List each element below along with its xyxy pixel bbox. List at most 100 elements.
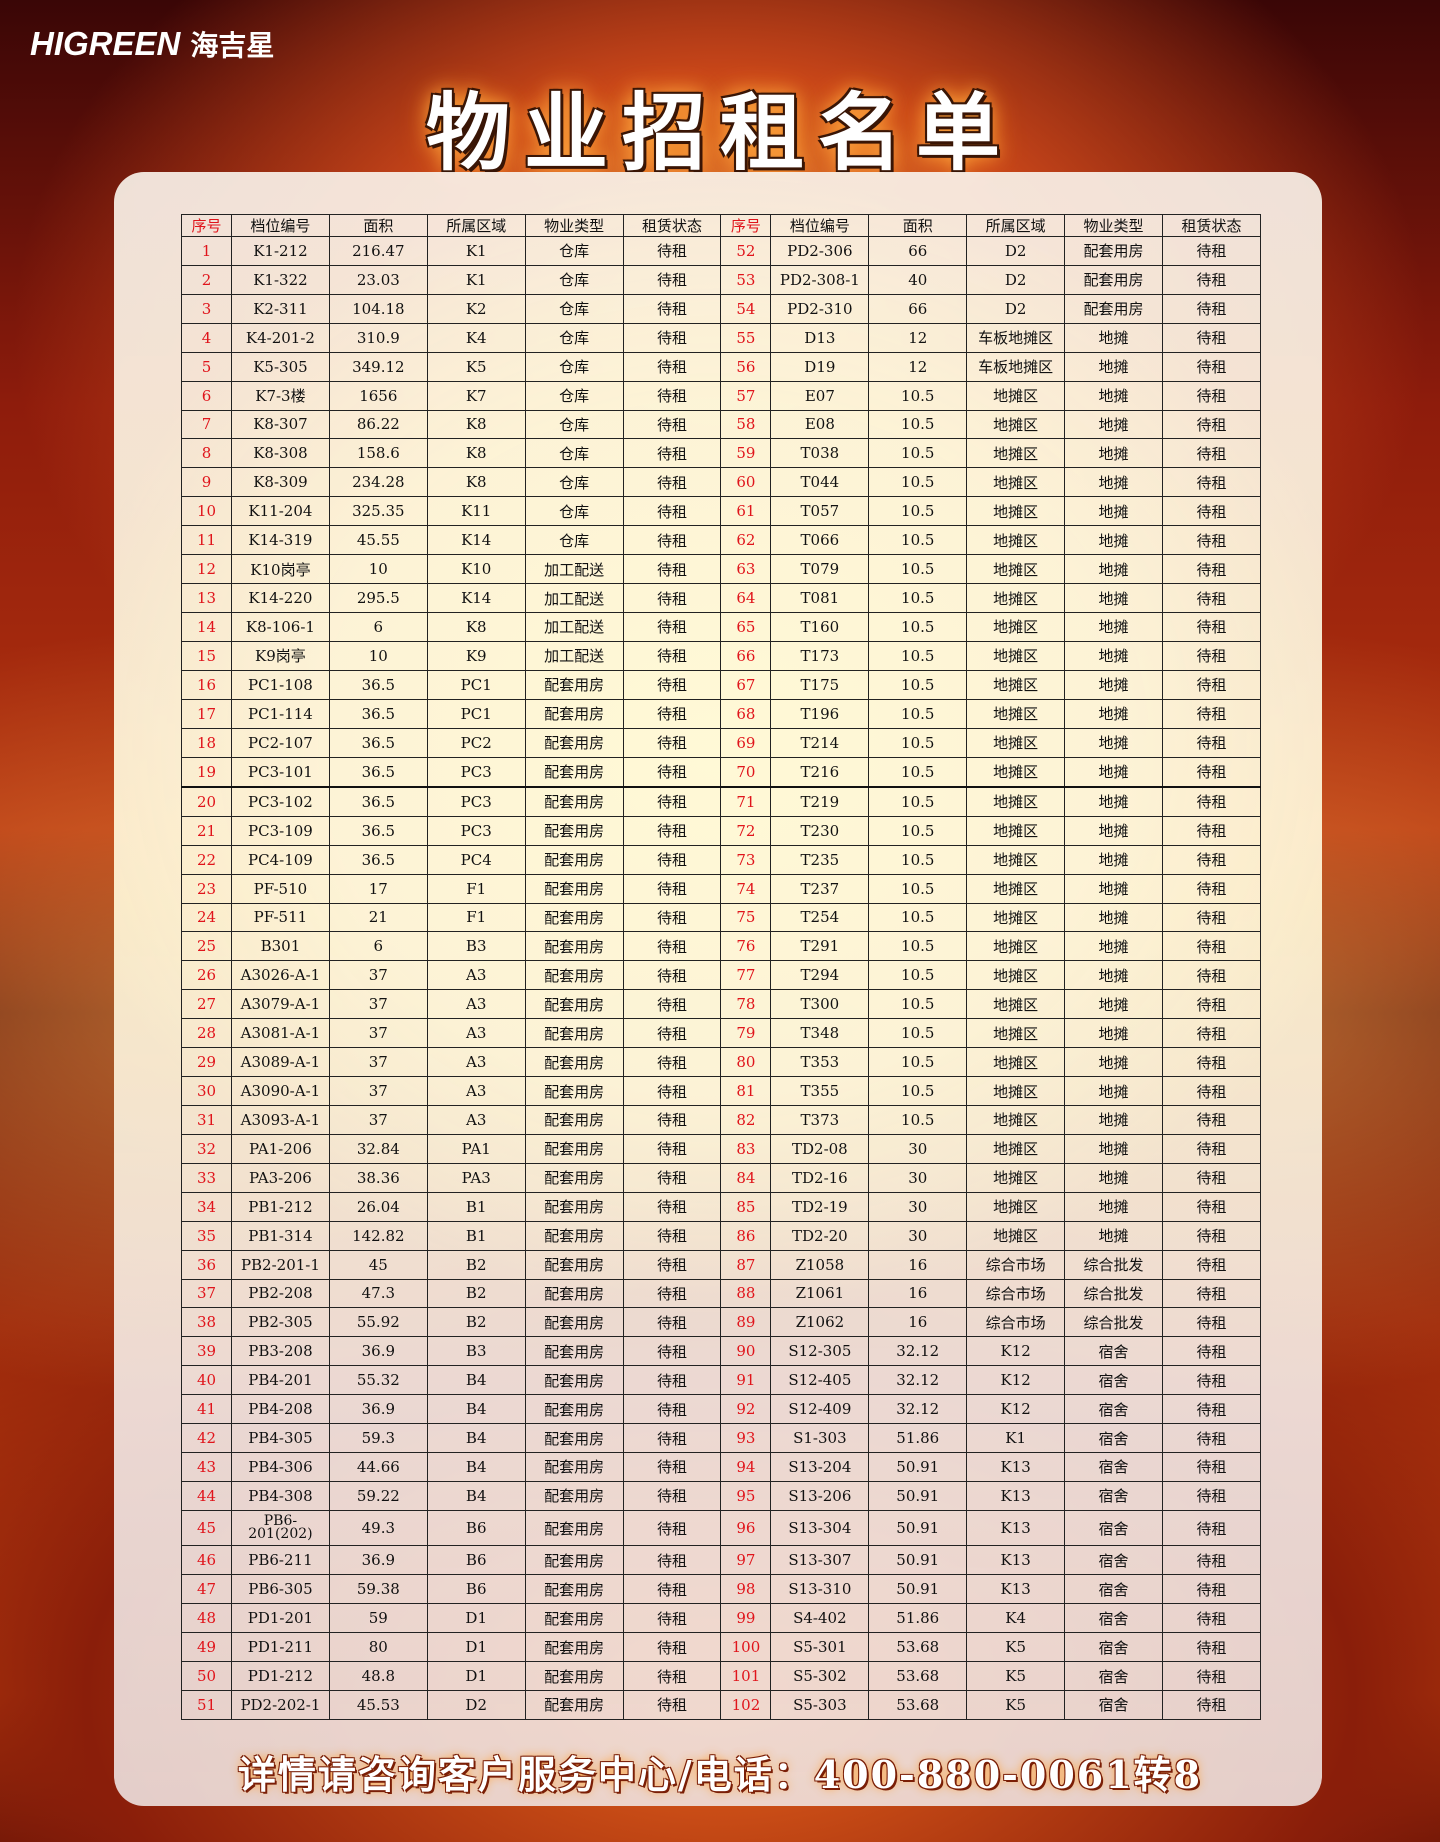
cell-lease-status: 待租 <box>1161 1452 1262 1482</box>
cell-area: 10.5 <box>868 727 968 758</box>
cell-stall-code: PB6-305 <box>230 1574 330 1605</box>
cell-stall-code: T044 <box>770 467 870 498</box>
cell-property-type: 配套用房 <box>524 1278 624 1309</box>
cell-property-type: 地摊 <box>1064 322 1163 353</box>
table-row: 27 A3079-A-1 37 A3 配套用房 待租 78 T300 10.5 地摊区 地摊 待租 <box>181 989 1262 1020</box>
cell-area: 17 <box>328 873 428 904</box>
cell-lease-status: 待租 <box>622 583 722 613</box>
cell-area: 6 <box>328 931 428 962</box>
cell-lease-status: 待租 <box>622 409 722 440</box>
cell-stall-code: S13-304 <box>770 1509 870 1547</box>
cell-property-type: 地摊 <box>1064 1220 1163 1251</box>
cell-seq: 9 <box>181 467 232 498</box>
cell-lease-status: 待租 <box>622 611 722 642</box>
cell-seq: 57 <box>720 380 772 411</box>
cell-lease-status: 待租 <box>1161 496 1262 527</box>
brand-logo-cn: 海吉星 <box>190 29 275 62</box>
cell-property-type: 地摊 <box>1064 844 1163 875</box>
cell-property-type: 综合批发 <box>1064 1249 1163 1280</box>
cell-stall-code: T294 <box>770 960 870 991</box>
cell-area: 21 <box>328 902 428 933</box>
cell-stall-code: B301 <box>230 931 330 962</box>
cell-property-type: 配套用房 <box>524 873 624 904</box>
cell-stall-code: A3093-A-1 <box>230 1104 330 1135</box>
cell-property-type: 配套用房 <box>524 1162 624 1193</box>
cell-zone: K1 <box>426 264 526 295</box>
table-row: 46 PB6-211 36.9 B6 配套用房 待租 97 S13-307 50.91 K13 宿舍… <box>181 1545 1262 1576</box>
cell-property-type: 加工配送 <box>524 554 624 585</box>
cell-lease-status: 待租 <box>1161 583 1262 613</box>
cell-area: 37 <box>328 1018 428 1049</box>
cell-stall-code: K4-201-2 <box>230 322 330 353</box>
cell-property-type: 地摊 <box>1064 1191 1163 1222</box>
cell-area: 37 <box>328 1047 428 1078</box>
cell-area: 36.9 <box>328 1336 428 1367</box>
cell-stall-code: S1-303 <box>770 1423 870 1454</box>
cell-property-type: 宿舍 <box>1064 1689 1163 1721</box>
cell-seq: 33 <box>181 1162 232 1193</box>
cell-stall-code: A3026-A-1 <box>230 960 330 991</box>
cell-zone: 综合市场 <box>966 1249 1066 1280</box>
contact-footer: 详情请咨询客户服务中心/电话：400-880-0061转8 <box>237 1752 1203 1797</box>
cell-seq: 5 <box>181 351 232 382</box>
cell-zone: B4 <box>426 1423 526 1454</box>
cell-seq: 77 <box>720 960 772 991</box>
table-row: 32 PA1-206 32.84 PA1 配套用房 待租 83 TD2-08 30 地摊区 地摊 待租 <box>181 1133 1262 1164</box>
cell-lease-status: 待租 <box>1161 554 1262 585</box>
cell-area: 36.5 <box>328 727 428 758</box>
cell-area: 53.68 <box>868 1661 968 1691</box>
cell-seq: 43 <box>181 1452 232 1482</box>
table-row: 43 PB4-306 44.66 B4 配套用房 待租 94 S13-204 50.91 K13 宿… <box>181 1452 1262 1482</box>
page-title: 物业招租名单 <box>425 84 1014 182</box>
cell-zone: D1 <box>426 1661 526 1691</box>
cell-lease-status: 待租 <box>1161 1133 1262 1164</box>
cell-lease-status: 待租 <box>622 1307 722 1338</box>
table-row: 8 K8-308 158.6 K8 仓库 待租 59 T038 10.5 地摊区 地摊 待租 <box>181 438 1262 469</box>
cell-lease-status: 待租 <box>1161 467 1262 498</box>
cell-seq: 37 <box>181 1278 232 1309</box>
table-row: 39 PB3-208 36.9 B3 配套用房 待租 90 S12-305 32.12 K12 宿舍… <box>181 1336 1262 1367</box>
cell-stall-code: K1-322 <box>230 264 330 295</box>
cell-seq: 96 <box>720 1509 772 1547</box>
cell-property-type: 仓库 <box>524 380 624 411</box>
cell-seq: 52 <box>720 236 772 266</box>
cell-zone: B4 <box>426 1480 526 1511</box>
cell-lease-status: 待租 <box>622 1509 722 1547</box>
cell-property-type: 配套用房 <box>524 1480 624 1511</box>
cell-seq: 7 <box>181 409 232 440</box>
cell-zone: 地摊区 <box>966 380 1066 411</box>
cell-stall-code: S5-301 <box>770 1632 870 1663</box>
cell-zone: B3 <box>426 931 526 962</box>
cell-zone: K13 <box>966 1545 1066 1576</box>
cell-area: 10.5 <box>868 989 968 1020</box>
cell-area: 44.66 <box>328 1452 428 1482</box>
cell-stall-code: A3079-A-1 <box>230 989 330 1020</box>
cell-property-type: 地摊 <box>1064 1076 1163 1106</box>
cell-lease-status: 待租 <box>622 960 722 991</box>
cell-zone: 地摊区 <box>966 931 1066 962</box>
cell-seq: 86 <box>720 1220 772 1251</box>
cell-lease-status: 待租 <box>1161 293 1262 324</box>
cell-seq: 81 <box>720 1076 772 1106</box>
cell-property-type: 配套用房 <box>524 1018 624 1049</box>
cell-seq: 91 <box>720 1365 772 1396</box>
cell-seq: 50 <box>181 1661 232 1691</box>
cell-area: 10.5 <box>868 756 968 788</box>
cell-property-type: 配套用房 <box>524 844 624 875</box>
cell-lease-status: 待租 <box>622 525 722 556</box>
cell-lease-status: 待租 <box>622 264 722 295</box>
table-row: 7 K8-307 86.22 K8 仓库 待租 58 E08 10.5 地摊区 地摊 待租 <box>181 409 1262 440</box>
cell-area: 45 <box>328 1249 428 1280</box>
cell-lease-status: 待租 <box>1161 1365 1262 1396</box>
cell-seq: 12 <box>181 554 232 585</box>
cell-property-type: 加工配送 <box>524 611 624 642</box>
cell-property-type: 仓库 <box>524 264 624 295</box>
cell-lease-status: 待租 <box>622 380 722 411</box>
cell-lease-status: 待租 <box>1161 1336 1262 1367</box>
rental-table: 序号 档位编号 面积 所属区域 物业类型 租赁状态 序号 档位编号 面积 所属区… <box>181 214 1262 1721</box>
cell-area: 10.5 <box>868 525 968 556</box>
cell-lease-status: 待租 <box>622 727 722 758</box>
cell-area: 10.5 <box>868 640 968 671</box>
cell-zone: K7 <box>426 380 526 411</box>
cell-seq: 102 <box>720 1689 772 1721</box>
